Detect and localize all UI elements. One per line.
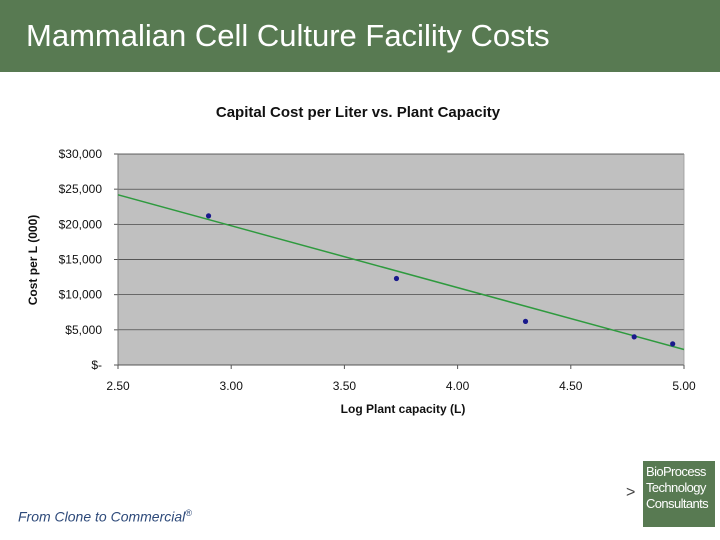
x-tick-label: 3.50 (333, 379, 357, 393)
y-tick-label: $15,000 (59, 253, 103, 267)
y-tick-label: $20,000 (59, 217, 103, 231)
slide-title: Mammalian Cell Culture Facility Costs (26, 18, 550, 53)
logo-line-2: Technology (646, 480, 706, 495)
x-tick-label: 4.00 (446, 379, 470, 393)
y-tick-label: $10,000 (59, 288, 103, 302)
y-tick-label: $- (91, 358, 102, 372)
chart-title: Capital Cost per Liter vs. Plant Capacit… (216, 104, 501, 121)
x-tick-label: 4.50 (559, 379, 583, 393)
data-point (522, 318, 529, 324)
data-point (393, 275, 400, 282)
y-axis-label: Cost per L (000) (26, 215, 40, 305)
x-tick-label: 3.00 (220, 379, 244, 393)
y-tick-label: $25,000 (59, 182, 103, 196)
data-point (670, 341, 676, 347)
company-logo: BioProcess Technology Consultants (643, 461, 715, 527)
x-tick-label: 5.00 (672, 379, 696, 393)
arrow-icon: > (626, 484, 636, 501)
slide-header: Mammalian Cell Culture Facility Costs (0, 0, 720, 72)
x-axis-label: Log Plant capacity (L) (341, 402, 466, 416)
data-point (205, 213, 212, 219)
x-tick-label: 2.50 (106, 379, 130, 393)
footer-tagline-text: From Clone to Commercial (18, 508, 186, 525)
y-tick-label: $30,000 (59, 147, 103, 161)
registered-mark: ® (185, 508, 192, 518)
logo-line-3: Consultants (646, 496, 709, 511)
data-point (631, 334, 637, 340)
footer-tagline: From Clone to Commercial® (18, 508, 192, 525)
y-tick-label: $5,000 (65, 323, 102, 337)
trendline (117, 194, 685, 351)
logo-line-1: BioProcess (646, 464, 706, 479)
